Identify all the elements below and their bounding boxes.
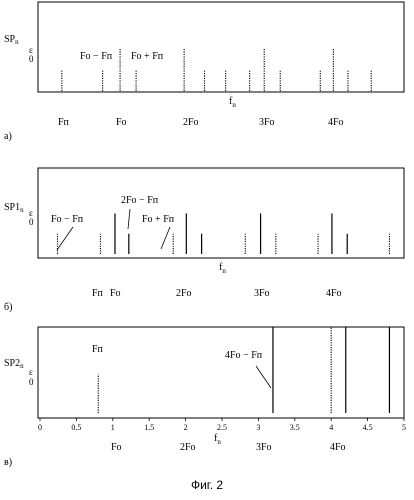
panel-a-bottom-label-3fo: 3Fo — [259, 117, 275, 128]
panel-b-leader-fo-plus-fp — [161, 227, 170, 249]
panel-b-annotation-fo-minus-fp: Fo − Fп — [51, 214, 84, 225]
panel-a-frame — [38, 2, 404, 92]
panel-c-bottom-label-4fo: 4Fo — [330, 442, 346, 453]
panel-c-leader-4fo-minus-fp — [256, 366, 271, 388]
panel-c-bottom-label-3fo: 3Fo — [256, 442, 272, 453]
panel-b-leader-fo-minus-fp — [57, 227, 73, 250]
panel-c-x-tick-label-2: 1 — [111, 423, 115, 432]
panel-a-annotation-fo-plus-fp: Fo + Fп — [131, 51, 164, 62]
panel-b-ytick-zero: 0 — [29, 217, 34, 227]
panel-b-bottom-label-4fo: 4Fo — [326, 288, 342, 299]
panel-c-x-tick-label-7: 3.5 — [290, 423, 300, 432]
panel-c-x-tick-label-0: 0 — [38, 423, 42, 432]
panel-a-annotation-fo-minus-fp: Fo − Fп — [80, 51, 113, 62]
panel-b-bottom-label-2fo: 2Fo — [176, 288, 192, 299]
panel-c-annotation-4fo-minus-fp: 4Fo − Fп — [225, 350, 263, 361]
panel-b-bottom-label-fp: Fп — [92, 288, 104, 299]
panel-c: 0 0.5 1 1.5 2 2.5 3 3.5 4 4.5 5 SP2n ε 0 Fп 4Fo − … — [4, 327, 406, 468]
panel-a-bottom-label-fp: Fп — [58, 117, 70, 128]
panel-b-bottom-label-3fo: 3Fo — [254, 288, 270, 299]
panel-c-bottom-label-2fo: 2Fo — [180, 442, 196, 453]
panel-a-xlabel: fn — [229, 96, 236, 109]
panel-b-annotation-fo-plus-fp: Fo + Fп — [142, 214, 175, 225]
panel-b-label: б) — [4, 302, 12, 313]
panel-c-label: в) — [4, 457, 12, 468]
panel-c-ytick-top: ε — [29, 367, 33, 377]
panel-b-xlabel: fn — [219, 262, 226, 275]
panel-c-x-tick-label-8: 4 — [329, 423, 333, 432]
panel-a-ytick-zero: 0 — [29, 54, 34, 64]
panel-c-x-axis: 0 0.5 1 1.5 2 2.5 3 3.5 4 4.5 5 — [38, 418, 406, 432]
panel-a-ylabel: SPn — [4, 34, 19, 46]
panel-a: SPn ε 0 Fo − Fп Fo + Fп fn Fп Fo 2Fo 3Fo… — [4, 2, 404, 142]
panel-a-label: а) — [4, 131, 12, 142]
panel-c-annotation-fp: Fп — [92, 344, 104, 355]
panel-c-ytick-zero: 0 — [29, 377, 34, 387]
panel-a-bottom-label-fo: Fo — [116, 117, 127, 128]
panel-a-bottom-label-2fo: 2Fo — [183, 117, 199, 128]
panel-c-x-tick-label-3: 1.5 — [144, 423, 154, 432]
panel-c-xlabel: fn — [214, 433, 221, 446]
panel-b-annotation-2fo-minus-fp: 2Fo − Fп — [121, 195, 159, 206]
panel-c-x-tick-label-4: 2 — [184, 423, 188, 432]
panel-c-stems — [98, 327, 389, 413]
panel-c-ylabel: SP2n — [4, 358, 24, 370]
panel-b-ylabel: SP1n — [4, 202, 24, 214]
panel-b-frame — [38, 168, 404, 258]
panel-b-leader-2fo-minus-fp — [128, 209, 130, 229]
panel-c-x-tick-label-6: 3 — [256, 423, 260, 432]
panel-c-x-tick-label-9: 4.5 — [363, 423, 373, 432]
panel-c-frame — [38, 327, 404, 418]
panel-c-x-tick-label-10: 5 — [402, 423, 406, 432]
panel-c-bottom-label-fo: Fo — [111, 442, 122, 453]
panel-c-x-tick-label-5: 2.5 — [217, 423, 227, 432]
panel-b-stems — [57, 214, 389, 255]
panel-a-bottom-label-4fo: 4Fo — [328, 117, 344, 128]
panel-b: SP1n ε 0 Fo − Fп 2Fo − Fп Fo + Fп fn Fп … — [4, 168, 404, 313]
panel-c-x-tick-label-1: 0.5 — [71, 423, 81, 432]
panel-b-bottom-label-fo: Fo — [110, 288, 121, 299]
figure-caption: Фиг. 2 — [0, 478, 414, 492]
